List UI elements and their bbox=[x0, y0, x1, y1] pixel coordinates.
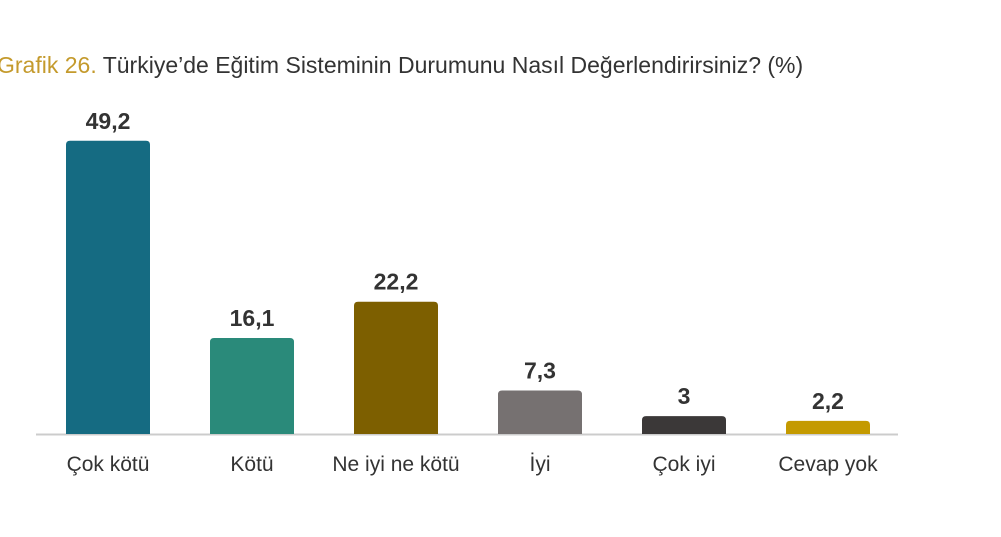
bar bbox=[210, 338, 294, 434]
bar-value-label: 3 bbox=[678, 383, 691, 409]
category-label: Cevap yok bbox=[778, 453, 878, 476]
chart-title-prefix: Grafik 26. bbox=[0, 52, 97, 78]
category-label: Kötü bbox=[230, 453, 273, 476]
bar-value-label: 7,3 bbox=[524, 357, 556, 383]
bar bbox=[354, 301, 438, 434]
bar bbox=[786, 420, 870, 434]
bar bbox=[498, 390, 582, 434]
value-labels-group: 49,2 16,1 22,2 7,3 3 2,2 bbox=[86, 108, 844, 414]
category-label: Çok iyi bbox=[652, 453, 715, 476]
bar bbox=[66, 140, 150, 434]
category-label: Çok kötü bbox=[67, 453, 150, 476]
category-label: Ne iyi ne kötü bbox=[332, 453, 459, 476]
bar bbox=[642, 416, 726, 434]
bar-value-label: 49,2 bbox=[86, 108, 131, 134]
bar-value-label: 2,2 bbox=[812, 388, 844, 414]
category-label: İyi bbox=[530, 453, 551, 476]
chart-title-text: Türkiye’de Eğitim Sisteminin Durumunu Na… bbox=[102, 52, 804, 78]
bars-group bbox=[66, 140, 870, 434]
category-labels-group: Çok kötü Kötü Ne iyi ne kötü İyi Çok iyi Ceva… bbox=[67, 453, 879, 476]
chart-title: Grafik 26. Türkiye’de Eğitim Sisteminin … bbox=[0, 52, 803, 79]
bar-value-label: 22,2 bbox=[374, 269, 419, 295]
bar-value-label: 16,1 bbox=[230, 305, 275, 331]
